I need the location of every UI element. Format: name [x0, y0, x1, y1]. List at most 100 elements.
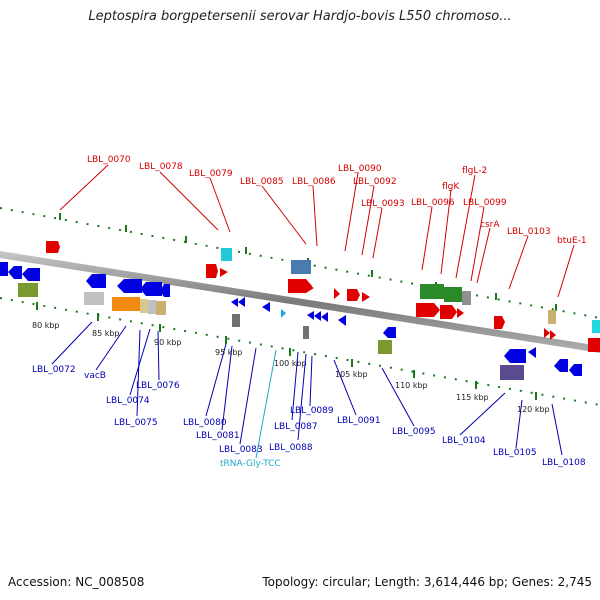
label-lbl-0088[interactable]: LBL_0088 [269, 443, 313, 453]
gene-lbl-0093[interactable] [362, 292, 370, 302]
gene-lbl-0089[interactable] [321, 312, 328, 322]
label-lbl-0080[interactable]: LBL_0080 [183, 418, 227, 428]
label-lbl-0074[interactable]: LBL_0074 [106, 396, 150, 406]
gene-lbl-0108b[interactable] [569, 364, 582, 376]
label-vacb[interactable]: vacB [84, 371, 106, 381]
label-lbl-0103[interactable]: LBL_0103 [507, 227, 551, 237]
label-lbl-0079[interactable]: LBL_0079 [189, 169, 233, 179]
label-trna-gly-tcc[interactable]: tRNA-Gly-TCC [220, 459, 281, 469]
gene-edge-right[interactable] [588, 338, 600, 352]
gene-lbl-0070[interactable] [46, 241, 60, 253]
forward-genes [46, 241, 600, 352]
label-csra[interactable]: csrA [480, 220, 500, 230]
label-lbl-0076[interactable]: LBL_0076 [136, 381, 180, 391]
gene-left-1[interactable] [0, 262, 8, 276]
label-lbl-0075[interactable]: LBL_0075 [114, 418, 158, 428]
feature-cyan-2[interactable] [592, 320, 600, 333]
feature-cyan-1[interactable] [221, 248, 232, 261]
gene-left-2[interactable] [8, 266, 22, 279]
reverse-major-ticks [36, 302, 537, 400]
label-lbl-0108[interactable]: LBL_0108 [542, 458, 586, 468]
gene-btue-1b[interactable] [550, 330, 556, 340]
label-flgk[interactable]: flgK [442, 182, 460, 192]
feature-beige-1[interactable] [140, 299, 148, 313]
gene-lbl-0087[interactable] [307, 311, 314, 320]
trna-leader-line [255, 349, 277, 459]
feature-slate[interactable] [500, 365, 524, 380]
label-lbl-0091[interactable]: LBL_0091 [337, 416, 381, 426]
feature-green-2[interactable] [444, 287, 462, 302]
gene-lbl-0108[interactable] [554, 359, 568, 372]
label-lbl-0078[interactable]: LBL_0078 [139, 162, 183, 172]
gene-lbl-0078[interactable] [206, 264, 218, 278]
gene-lbl-0091[interactable] [338, 315, 346, 326]
gene-lbl-0085b[interactable] [306, 283, 314, 293]
gene-flgk[interactable] [457, 308, 464, 318]
feature-darkgrey-1[interactable] [232, 314, 240, 327]
gene-lbl-0090[interactable] [334, 288, 340, 299]
label-lbl-0085[interactable]: LBL_0085 [240, 177, 284, 187]
feature-tan-1[interactable] [548, 310, 556, 324]
kbp-label-80: 80 kbp [32, 321, 60, 330]
top-leader-lines [59, 164, 575, 298]
feature-beige-3[interactable] [156, 301, 166, 315]
label-flgl-2[interactable]: flgL-2 [462, 166, 487, 176]
gene-lbl-0104[interactable] [504, 349, 526, 363]
gene-lbl-0103[interactable] [494, 316, 505, 329]
chromosome-backbone [0, 251, 600, 353]
trna-gly-tcc-feature[interactable] [281, 309, 286, 318]
gene-lbl-0081[interactable] [238, 297, 245, 307]
feature-lightgrey[interactable] [84, 292, 104, 305]
feature-olive-2[interactable] [378, 340, 392, 354]
label-lbl-0092[interactable]: LBL_0092 [353, 177, 397, 187]
gene-lbl-0092[interactable] [347, 289, 360, 301]
gene-lbl-0105[interactable] [528, 347, 536, 358]
feature-orange[interactable] [112, 297, 140, 311]
gene-lbl-0079[interactable] [220, 268, 228, 277]
gene-lbl-0096[interactable] [416, 303, 440, 317]
gene-left-3[interactable] [22, 268, 40, 281]
gene-lbl-0095[interactable] [383, 327, 396, 338]
reverse-genes [0, 262, 582, 376]
gene-lbl-0088[interactable] [314, 311, 321, 321]
kbp-label-90: 90 kbp [154, 338, 182, 347]
summary-text: Topology: circular; Length: 3,614,446 bp… [262, 575, 592, 589]
feature-grey-1[interactable] [462, 291, 471, 305]
label-lbl-0083[interactable]: LBL_0083 [219, 445, 263, 455]
label-lbl-0096[interactable]: LBL_0096 [411, 198, 455, 208]
feature-olive-1[interactable] [18, 283, 38, 297]
label-lbl-0104[interactable]: LBL_0104 [442, 436, 486, 446]
reverse-misc-features [18, 283, 524, 380]
label-lbl-0095[interactable]: LBL_0095 [392, 427, 436, 437]
kbp-label-100: 100 kbp [274, 359, 307, 368]
gene-lbl-0075[interactable] [160, 284, 170, 297]
label-lbl-0086[interactable]: LBL_0086 [292, 177, 336, 187]
label-lbl-0070[interactable]: LBL_0070 [87, 155, 131, 165]
gene-btue-1[interactable] [544, 328, 550, 338]
feature-green-1[interactable] [420, 284, 444, 299]
gene-lbl-0080[interactable] [231, 298, 238, 307]
forward-misc-features [221, 248, 600, 333]
map-title: Leptospira borgpetersenii serovar Hardjo… [88, 9, 512, 24]
label-lbl-0089[interactable]: LBL_0089 [290, 406, 334, 416]
feature-steelblue[interactable] [291, 260, 311, 274]
accession-text: Accession: NC_008508 [8, 575, 145, 589]
label-lbl-0090[interactable]: LBL_0090 [338, 164, 382, 174]
kbp-label-110: 110 kbp [395, 381, 428, 390]
feature-darkgrey-2[interactable] [303, 326, 309, 339]
label-lbl-0072[interactable]: LBL_0072 [32, 365, 76, 375]
label-lbl-0087[interactable]: LBL_0087 [274, 422, 318, 432]
label-lbl-0099[interactable]: LBL_0099 [463, 198, 507, 208]
label-lbl-0093[interactable]: LBL_0093 [361, 199, 405, 209]
feature-beige-2[interactable] [148, 300, 156, 314]
kbp-label-105: 105 kbp [335, 370, 368, 379]
gene-lbl-0096b[interactable] [440, 305, 457, 319]
gene-lbl-0072[interactable] [86, 274, 106, 288]
gene-lbl-0083[interactable] [262, 302, 270, 312]
label-lbl-0105[interactable]: LBL_0105 [493, 448, 537, 458]
label-btue-1[interactable]: btuE-1 [557, 236, 587, 246]
gene-lbl-0074[interactable] [140, 282, 162, 296]
reverse-tick-track [0, 297, 600, 406]
label-lbl-0081[interactable]: LBL_0081 [196, 431, 240, 441]
gene-vacb[interactable] [117, 279, 142, 293]
